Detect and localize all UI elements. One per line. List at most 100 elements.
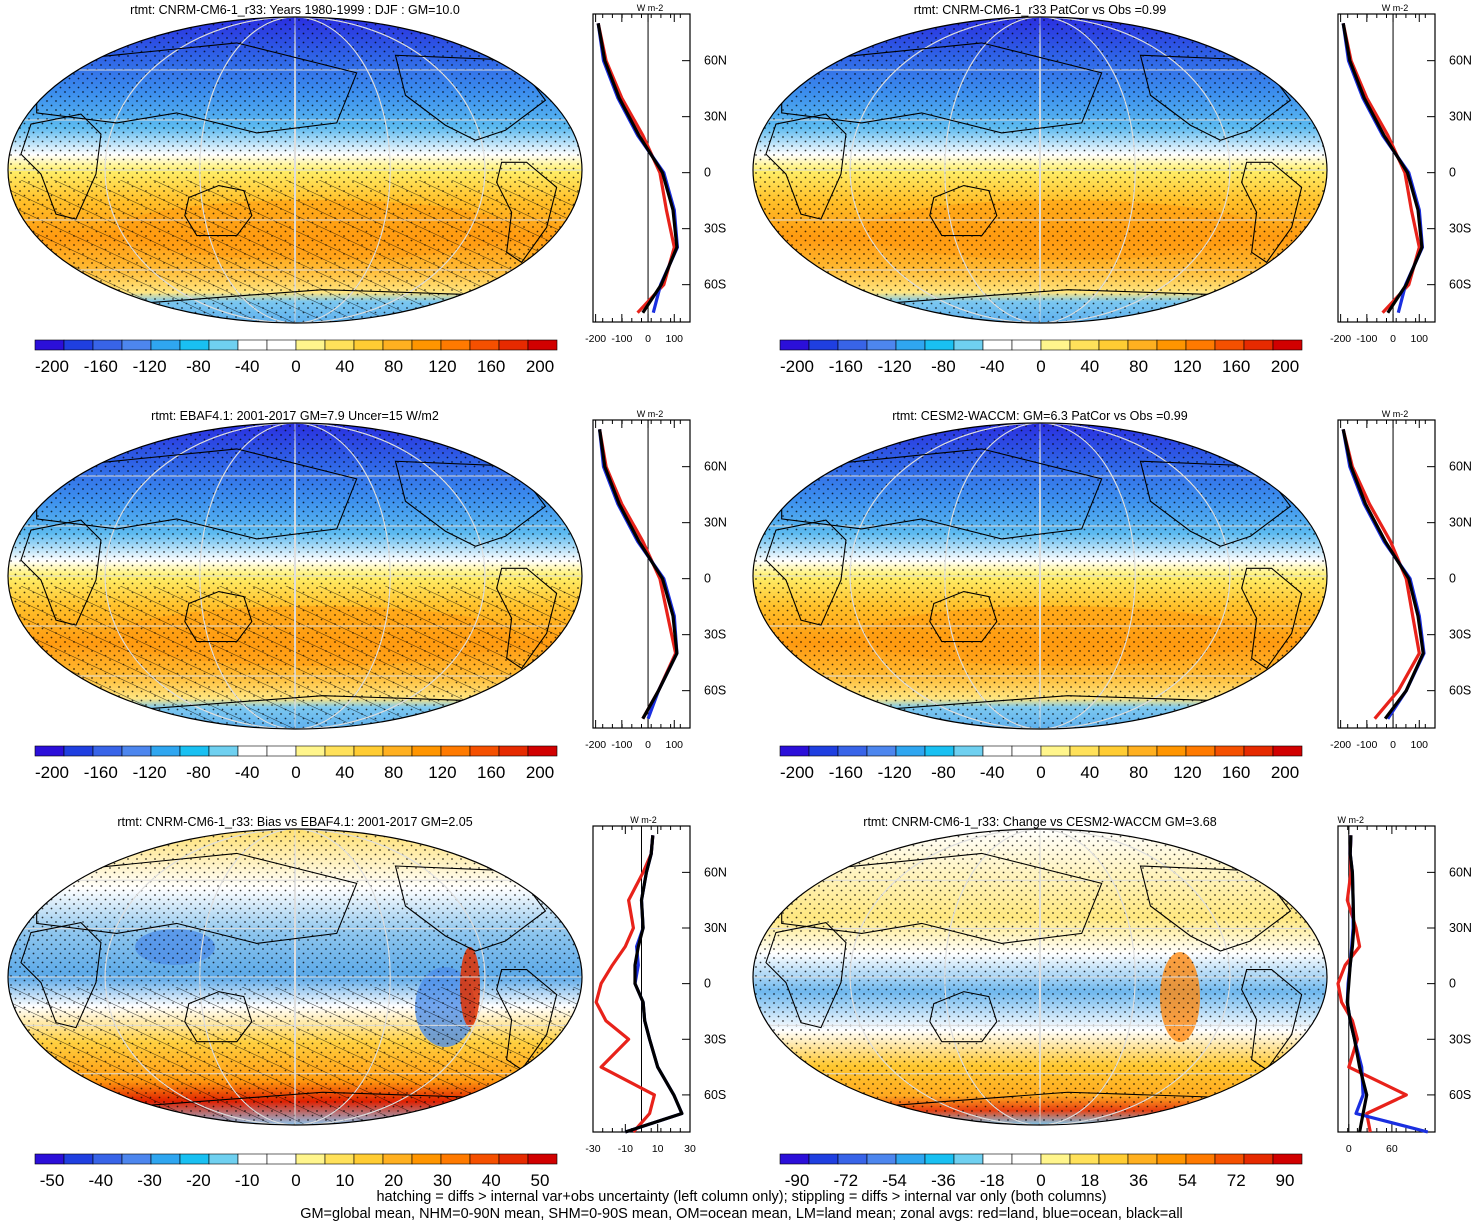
colorbar-swatch bbox=[527, 1153, 558, 1165]
colorbar-label: 0 bbox=[1036, 1171, 1045, 1190]
meridian-line bbox=[199, 829, 391, 1125]
colorbar-swatch bbox=[34, 1153, 65, 1165]
colorbar-swatch bbox=[498, 339, 529, 351]
colorbar-label: 40 bbox=[335, 763, 354, 782]
colorbar-swatch bbox=[208, 339, 239, 351]
colorbar-swatch bbox=[440, 339, 471, 351]
profile-tick-label: 0 bbox=[645, 739, 651, 751]
lat-label: 30S bbox=[704, 628, 726, 642]
map-field bbox=[753, 17, 1327, 323]
colorbar-label: -72 bbox=[834, 1171, 859, 1190]
colorbar-swatch bbox=[1011, 339, 1042, 351]
colorbar-label: 40 bbox=[1080, 357, 1099, 376]
colorbar-label: -80 bbox=[931, 763, 956, 782]
colorbar-label: 0 bbox=[1036, 357, 1045, 376]
lat-label: 30S bbox=[1449, 628, 1471, 642]
profile-line-land bbox=[598, 429, 678, 720]
profile-units: W m-2 bbox=[1382, 409, 1409, 419]
colorbar-swatch bbox=[150, 1153, 181, 1165]
colorbar-label: -80 bbox=[931, 357, 956, 376]
colorbar-swatch bbox=[837, 1153, 868, 1165]
colorbar-label: -160 bbox=[829, 357, 863, 376]
colorbar-swatch bbox=[895, 339, 926, 351]
profile-line-land bbox=[1336, 835, 1408, 1133]
colorbar-swatch bbox=[808, 339, 839, 351]
colorbar-swatch bbox=[382, 745, 413, 757]
profile-line-all bbox=[1345, 835, 1369, 1133]
panel-change: rtmt: CNRM-CM6-1_r33: Change vs CESM2-WA… bbox=[745, 812, 1483, 1190]
profile-tick-label: -100 bbox=[611, 333, 632, 345]
colorbar-swatch bbox=[295, 339, 326, 351]
profile-tick-label: 0 bbox=[1346, 1143, 1352, 1155]
colorbar-label: -10 bbox=[235, 1171, 260, 1190]
colorbar-swatch bbox=[779, 745, 810, 757]
colorbar-swatch bbox=[837, 339, 868, 351]
colorbar-swatch bbox=[498, 1153, 529, 1165]
colorbar-label: -160 bbox=[829, 763, 863, 782]
colorbar-label: -18 bbox=[980, 1171, 1005, 1190]
profile-line-land bbox=[596, 22, 676, 314]
meridian-line bbox=[104, 423, 486, 729]
colorbar-swatch bbox=[953, 1153, 984, 1165]
profile-line-all bbox=[1341, 428, 1425, 720]
meridian-line bbox=[294, 423, 296, 729]
colorbar-swatch bbox=[179, 745, 210, 757]
meridian-line bbox=[944, 423, 1136, 729]
colorbar-label: -120 bbox=[878, 357, 912, 376]
lat-label: 30N bbox=[1449, 516, 1472, 530]
map-field bbox=[753, 423, 1327, 729]
map-bias: W m-2 -30 -10 10 30 60N 30N 0 30S 60S -50 -40 -30 -20… bbox=[7, 815, 727, 1190]
profile-tick-label: -100 bbox=[1356, 333, 1377, 345]
eurasia-outline bbox=[36, 42, 358, 134]
meridian-line bbox=[944, 829, 1136, 1125]
profile-units: W m-2 bbox=[1338, 815, 1365, 825]
colorbar-swatch bbox=[1098, 339, 1129, 351]
map-cnrm-patcor: W m-2 -200 -100 0 100 60N 30N 0 30S 60S -200 -160 -1… bbox=[752, 3, 1472, 376]
colorbar-swatch bbox=[150, 745, 181, 757]
lat-label: 30N bbox=[1449, 110, 1472, 124]
colorbar-label: 120 bbox=[428, 763, 456, 782]
meridian-line bbox=[199, 423, 391, 729]
colorbar-swatch bbox=[1185, 1153, 1216, 1165]
colorbar-swatch bbox=[779, 339, 810, 351]
panel-ebaf: rtmt: EBAF4.1: 2001-2017 GM=7.9 Uncer=15… bbox=[0, 406, 740, 806]
south-america-outline bbox=[1241, 161, 1303, 264]
profile-tick-label: -200 bbox=[585, 739, 606, 751]
lat-label: 60N bbox=[704, 460, 727, 474]
profile-line-all bbox=[596, 23, 679, 314]
australia-outline bbox=[184, 991, 253, 1043]
colorbar-label: -80 bbox=[186, 357, 211, 376]
profile-line-land bbox=[594, 835, 657, 1134]
lat-label: 60S bbox=[704, 278, 726, 292]
eurasia-outline bbox=[781, 42, 1103, 134]
profile-tick-label: -100 bbox=[611, 739, 632, 751]
south-america-outline bbox=[496, 567, 558, 670]
colorbar-swatch bbox=[440, 1153, 471, 1165]
colorbar-label: -54 bbox=[882, 1171, 907, 1190]
map-border bbox=[752, 828, 1328, 1126]
panel-title: rtmt: CNRM-CM6-1_r33: Years 1980-1999 : … bbox=[130, 3, 460, 17]
australia-outline bbox=[184, 184, 253, 237]
colorbar-swatch bbox=[295, 745, 326, 757]
map-field bbox=[8, 829, 582, 1125]
colorbar-label: 40 bbox=[1080, 763, 1099, 782]
colorbar-swatch bbox=[1127, 339, 1158, 351]
map-cesm2: W m-2 -200 -100 0 100 60N 30N 0 30S 60S -200 -160 -1… bbox=[752, 409, 1472, 782]
map-ebaf: W m-2 -200 -100 0 100 60N 30N 0 30S 60S -200 -160 -1… bbox=[7, 409, 727, 782]
australia-outline bbox=[929, 184, 998, 237]
profile-tick-label: -200 bbox=[1330, 333, 1351, 345]
footer-line-1: hatching = diffs > internal var+obs unce… bbox=[376, 1189, 1107, 1205]
colorbar-swatch bbox=[1098, 745, 1129, 757]
colorbar-label: 80 bbox=[1129, 763, 1148, 782]
profile-tick-label: -10 bbox=[618, 1143, 633, 1155]
colorbar-label: 200 bbox=[1271, 763, 1299, 782]
lat-label: 60N bbox=[704, 54, 727, 68]
profile-tick-label: 100 bbox=[666, 739, 684, 751]
lat-label: 60S bbox=[1449, 684, 1471, 698]
meridian-line bbox=[849, 423, 1231, 729]
lat-label: 0 bbox=[1449, 572, 1456, 586]
colorbar-swatch bbox=[1011, 1153, 1042, 1165]
colorbar-swatch bbox=[808, 745, 839, 757]
panel-title: rtmt: EBAF4.1: 2001-2017 GM=7.9 Uncer=15… bbox=[151, 409, 439, 423]
colorbar-label: 54 bbox=[1178, 1171, 1197, 1190]
